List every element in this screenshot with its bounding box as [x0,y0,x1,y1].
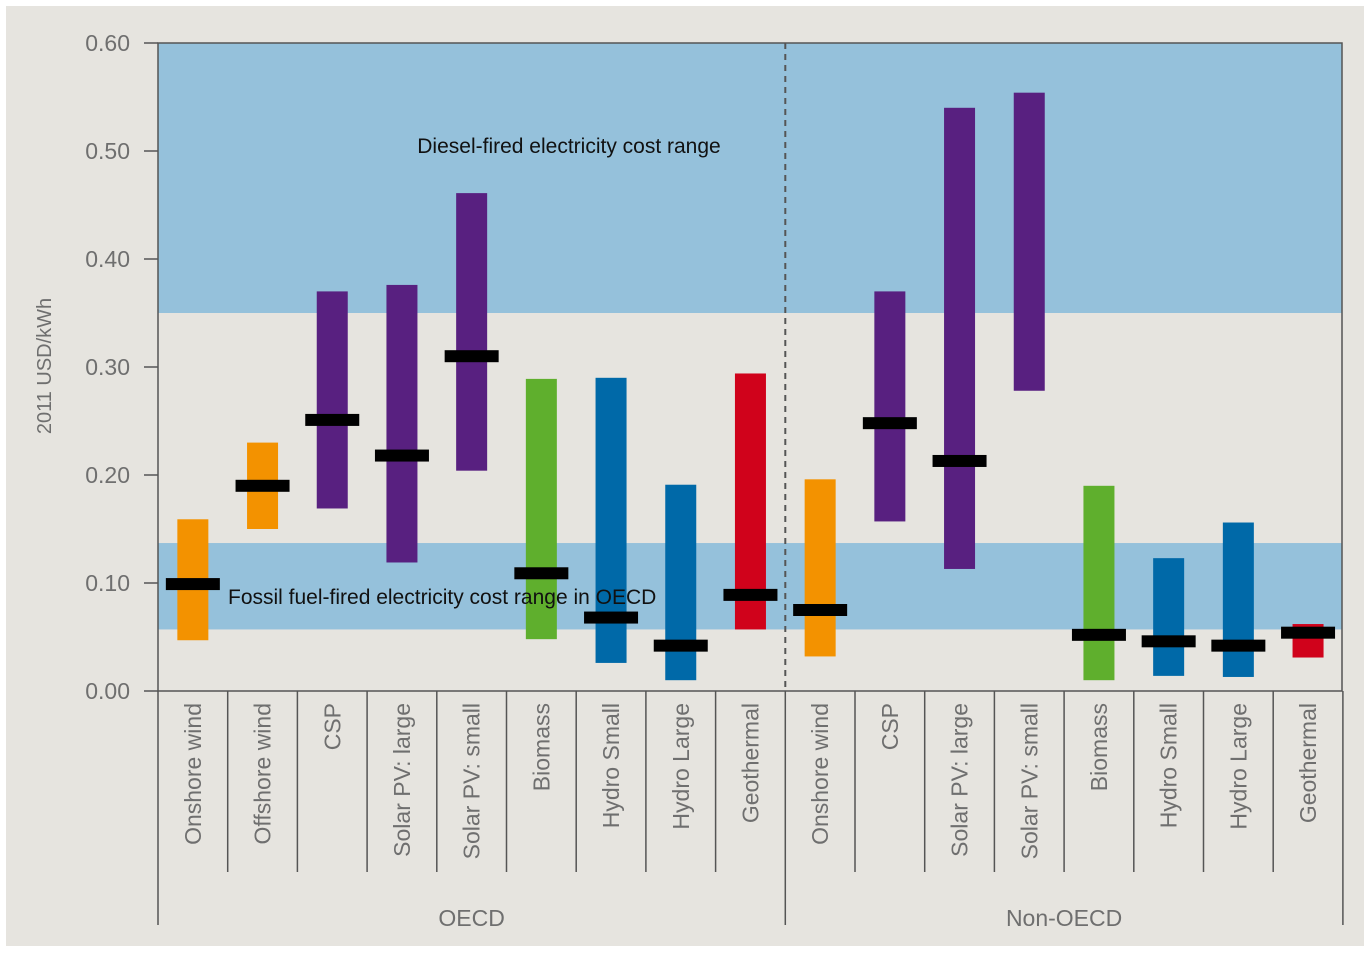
range-bar-10 [874,291,906,522]
category-label-0: Onshore wind [180,703,206,845]
labels-layer: Onshore wind Offshore wind CSP Solar PV: la… [180,135,1321,931]
group-label-oecd: OECD [438,905,504,931]
average-marker-16 [1281,626,1336,639]
category-label-11: Solar PV: large [947,703,973,857]
band-label-diesel: Diesel-fired electricity cost range [417,135,720,158]
category-label-16: Geothermal [1295,703,1321,823]
average-marker-2 [305,413,360,426]
bars-layer [165,92,1336,681]
range-bar-14 [1153,558,1185,676]
average-marker-5 [514,567,569,580]
y-tick-label-2: 0.20 [85,462,130,488]
y-axis-label: 2011 USD/kWh [34,298,56,434]
average-marker-6 [584,611,639,624]
category-label-6: Hydro Small [598,703,624,828]
category-label-4: Solar PV: small [459,703,485,859]
range-bar-3 [386,284,418,563]
axis-layer: 0.00 0.10 0.20 0.30 0.40 0.50 0.60 [85,30,1344,925]
average-marker-10 [862,417,917,430]
category-label-15: Hydro Large [1225,703,1251,830]
y-tick-label-5: 0.50 [85,138,130,164]
range-bar-5 [525,378,557,640]
category-label-14: Hydro Small [1156,703,1182,828]
range-bar-9 [804,479,836,657]
average-marker-1 [235,479,290,492]
range-bar-8 [734,373,766,630]
average-marker-7 [653,639,708,652]
average-marker-3 [374,449,429,462]
average-marker-13 [1071,628,1126,641]
range-bar-2 [316,291,348,509]
y-tick-label-6: 0.60 [85,30,130,56]
category-label-13: Biomass [1086,703,1112,791]
category-label-10: CSP [877,703,903,750]
range-bar-13 [1083,485,1115,681]
average-marker-0 [165,578,220,591]
category-label-8: Geothermal [737,703,763,823]
category-label-3: Solar PV: large [389,703,415,857]
average-marker-8 [723,588,778,601]
bands-layer [158,43,1342,630]
category-label-12: Solar PV: small [1016,703,1042,859]
band-diesel [158,43,1342,313]
range-bar-15 [1222,522,1254,677]
category-label-7: Hydro Large [668,703,694,830]
y-tick-label-4: 0.40 [85,246,130,272]
average-marker-14 [1141,635,1196,648]
average-marker-9 [793,604,848,616]
average-marker-15 [1211,639,1266,652]
range-bar-4 [456,193,488,471]
category-label-9: Onshore wind [807,703,833,845]
range-bar-11 [944,107,976,569]
average-marker-11 [932,454,987,467]
category-label-2: CSP [319,703,345,750]
category-label-5: Biomass [528,703,554,791]
y-tick-label-3: 0.30 [85,354,130,380]
average-marker-4 [444,350,499,363]
category-label-1: Offshore wind [250,703,276,844]
group-label-non-oecd: Non-OECD [1006,905,1122,931]
y-tick-label-0: 0.00 [85,678,130,704]
y-tick-label-1: 0.10 [85,570,130,596]
band-label-fossil: Fossil fuel-fired electricity cost range… [228,586,656,609]
range-bar-12 [1013,92,1045,391]
